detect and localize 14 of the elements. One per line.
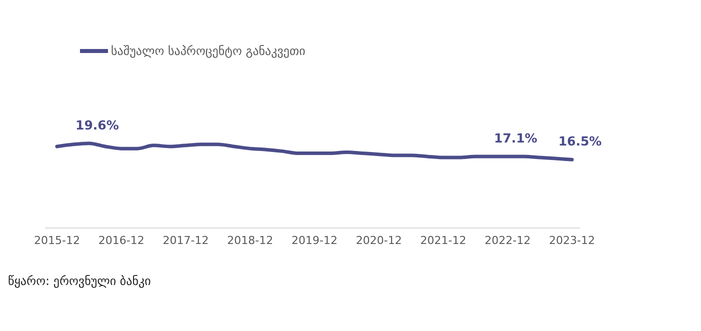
x-tick-label: 2019-12 (292, 234, 338, 247)
x-tick-label: 2022-12 (484, 234, 531, 247)
x-tick-label: 2020-12 (356, 234, 402, 247)
data-label: 17.1% (494, 130, 538, 146)
x-tick-label: 2023-12 (549, 234, 595, 247)
legend-label: საშუალო საპროცენტო განაკვეთი (111, 44, 306, 58)
x-tick-label: 2015-12 (34, 234, 80, 247)
x-tick-label: 2018-12 (227, 234, 274, 247)
data-label: 16.5% (558, 134, 602, 149)
data-label: 19.6% (76, 117, 120, 132)
x-tick-label: 2016-12 (98, 234, 144, 247)
x-tick-label: 2021-12 (420, 234, 466, 247)
x-tick-label: 2017-12 (162, 234, 209, 247)
text: წყარო: ეროვნული ბანკი (8, 274, 151, 288)
